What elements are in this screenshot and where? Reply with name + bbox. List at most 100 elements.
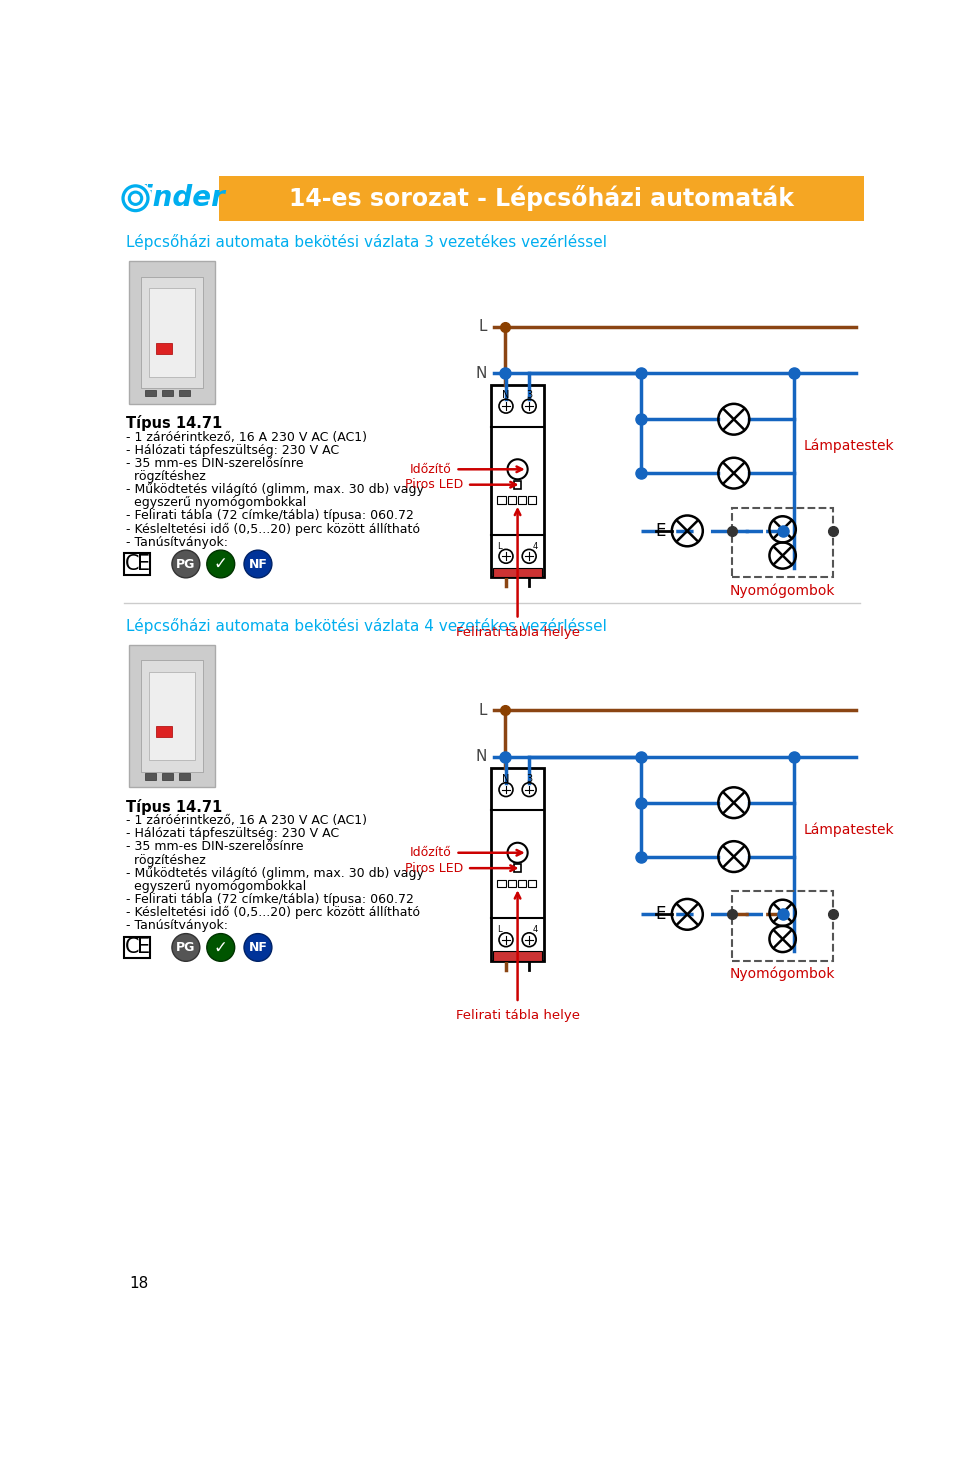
Bar xyxy=(514,865,521,872)
Text: egyszerű nyomógombokkal: egyszerű nyomógombokkal xyxy=(126,880,306,893)
Text: L: L xyxy=(479,702,488,718)
Bar xyxy=(130,261,214,403)
Bar xyxy=(219,176,864,220)
Bar xyxy=(508,496,516,504)
Bar xyxy=(145,390,156,396)
Bar xyxy=(492,768,544,960)
Bar xyxy=(497,880,506,887)
Text: Típus 14.71: Típus 14.71 xyxy=(126,415,223,431)
Text: ✓: ✓ xyxy=(214,938,228,956)
Bar xyxy=(162,390,173,396)
Text: - 1 záróérintkező, 16 A 230 V AC (AC1): - 1 záróérintkező, 16 A 230 V AC (AC1) xyxy=(126,431,367,444)
Bar xyxy=(130,645,214,787)
Bar xyxy=(145,774,156,780)
Text: 4: 4 xyxy=(533,542,538,551)
Text: rögzítéshez: rögzítéshez xyxy=(126,471,206,484)
Text: 3: 3 xyxy=(526,390,532,400)
Text: Nyomógombok: Nyomógombok xyxy=(730,966,835,981)
Circle shape xyxy=(244,934,272,962)
Bar xyxy=(149,289,195,377)
Text: L: L xyxy=(479,320,488,334)
Bar xyxy=(149,671,195,761)
Text: Időzítő: Időzítő xyxy=(410,846,452,859)
Circle shape xyxy=(125,188,146,210)
Bar xyxy=(492,567,542,578)
Text: egyszerű nyomógombokkal: egyszerű nyomógombokkal xyxy=(126,496,306,509)
Text: Felirati tábla helye: Felirati tábla helye xyxy=(456,626,580,639)
Text: Lámpatestek: Lámpatestek xyxy=(804,822,894,837)
Bar xyxy=(517,880,526,887)
Text: Nyomógombok: Nyomógombok xyxy=(730,583,835,598)
Text: Időzítő: Időzítő xyxy=(410,463,452,476)
Text: 4: 4 xyxy=(533,925,538,934)
Bar xyxy=(514,481,521,488)
Bar xyxy=(124,937,150,959)
Text: - Működtetés világító (glimm, max. 30 db) vagy: - Működtetés világító (glimm, max. 30 db… xyxy=(126,866,424,880)
Text: Felirati tábla helye: Felirati tábla helye xyxy=(456,1009,580,1022)
Bar xyxy=(517,496,526,504)
Text: E: E xyxy=(656,906,665,924)
Text: - 35 mm-es DIN-szerelősínre: - 35 mm-es DIN-szerelősínre xyxy=(126,457,303,471)
Circle shape xyxy=(206,550,234,578)
Text: - Felirati tábla (72 címke/tábla) típusa: 060.72: - Felirati tábla (72 címke/tábla) típusa… xyxy=(126,509,414,522)
Circle shape xyxy=(120,183,151,214)
Text: - 35 mm-es DIN-szerelősínre: - 35 mm-es DIN-szerelősínre xyxy=(126,840,303,853)
Bar xyxy=(179,390,190,396)
Bar xyxy=(156,727,172,737)
Text: - Hálózati tápfeszültség: 230 V AC: - Hálózati tápfeszültség: 230 V AC xyxy=(126,444,339,457)
Bar xyxy=(156,343,172,353)
Text: Típus 14.71: Típus 14.71 xyxy=(126,799,223,815)
Text: - Késleltetési idő (0,5...20) perc között állítható: - Késleltetési idő (0,5...20) perc közöt… xyxy=(126,522,420,535)
Text: - Működtetés világító (glimm, max. 30 db) vagy: - Működtetés világító (glimm, max. 30 db… xyxy=(126,484,424,496)
Bar xyxy=(141,277,203,388)
Bar xyxy=(492,951,542,960)
Bar xyxy=(732,507,833,578)
Text: N: N xyxy=(502,774,510,784)
Text: rögzítéshez: rögzítéshez xyxy=(126,853,206,866)
Circle shape xyxy=(244,550,272,578)
Circle shape xyxy=(131,194,140,202)
Text: Piros LED: Piros LED xyxy=(405,478,464,491)
Bar xyxy=(141,660,203,773)
Text: 3: 3 xyxy=(526,774,532,784)
Text: PG: PG xyxy=(177,941,196,954)
Bar xyxy=(497,496,506,504)
Text: L: L xyxy=(497,925,502,934)
Text: N: N xyxy=(502,390,510,400)
Text: N: N xyxy=(476,365,488,381)
Text: E: E xyxy=(136,937,150,957)
Bar xyxy=(492,384,544,578)
Text: C: C xyxy=(125,554,139,575)
Text: Lámpatestek: Lámpatestek xyxy=(804,438,894,453)
Bar xyxy=(508,880,516,887)
Circle shape xyxy=(172,550,200,578)
Text: - 1 záróérintkező, 16 A 230 V AC (AC1): - 1 záróérintkező, 16 A 230 V AC (AC1) xyxy=(126,814,367,827)
Text: E: E xyxy=(656,522,665,539)
Circle shape xyxy=(206,934,234,962)
Text: 18: 18 xyxy=(130,1275,149,1292)
Text: NF: NF xyxy=(249,941,268,954)
Circle shape xyxy=(172,934,200,962)
Text: - Tanúsítványok:: - Tanúsítványok: xyxy=(126,535,228,548)
Bar xyxy=(179,774,190,780)
Text: NF: NF xyxy=(249,557,268,570)
Text: PG: PG xyxy=(177,557,196,570)
Text: - Tanúsítványok:: - Tanúsítványok: xyxy=(126,919,228,932)
Text: - Hálózati tápfeszültség: 230 V AC: - Hálózati tápfeszültség: 230 V AC xyxy=(126,827,339,840)
Text: 14-es sorozat - Lépcsőházi automaták: 14-es sorozat - Lépcsőházi automaták xyxy=(289,185,794,211)
Bar xyxy=(528,880,537,887)
Bar xyxy=(162,774,173,780)
Text: - Késleltetési idő (0,5...20) perc között állítható: - Késleltetési idő (0,5...20) perc közöt… xyxy=(126,906,420,919)
Text: C: C xyxy=(125,937,139,957)
Bar xyxy=(124,553,150,575)
Bar xyxy=(120,176,219,220)
Text: finder: finder xyxy=(132,185,225,213)
Text: L: L xyxy=(497,542,502,551)
Text: Lépcsőházi automata bekötési vázlata 4 vezetékes vezérléssel: Lépcsőházi automata bekötési vázlata 4 v… xyxy=(126,617,607,633)
Circle shape xyxy=(128,191,143,205)
Bar xyxy=(732,891,833,960)
Bar xyxy=(528,496,537,504)
Text: - Felirati tábla (72 címke/tábla) típusa: 060.72: - Felirati tábla (72 címke/tábla) típusa… xyxy=(126,893,414,906)
Text: ✓: ✓ xyxy=(214,556,228,573)
Text: Piros LED: Piros LED xyxy=(405,862,464,875)
